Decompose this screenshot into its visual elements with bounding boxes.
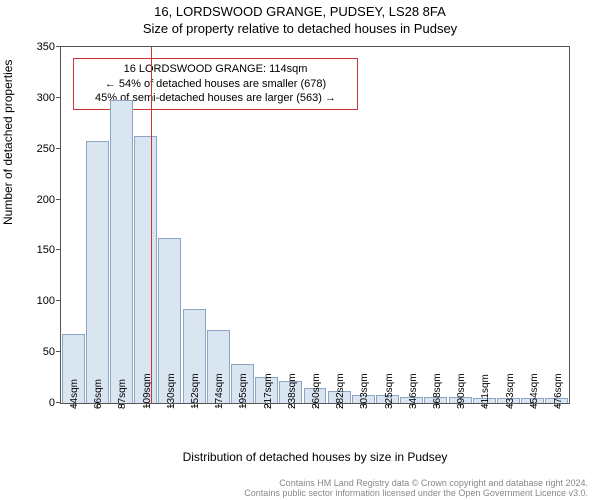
plot-area: 16 LORDSWOOD GRANGE: 114sqm ← 54% of det… <box>60 46 570 404</box>
y-tick-label: 150 <box>37 244 61 256</box>
reference-line <box>151 47 152 403</box>
x-tick-label: 282sqm <box>335 373 346 409</box>
x-tick-label: 66sqm <box>93 379 104 409</box>
y-tick-mark <box>56 148 61 149</box>
chart-title-line1: 16, LORDSWOOD GRANGE, PUDSEY, LS28 8FA <box>0 4 600 19</box>
x-tick-label: 433sqm <box>505 373 516 409</box>
y-tick-mark <box>56 402 61 403</box>
x-tick-label: 346sqm <box>408 373 419 409</box>
y-tick-mark <box>56 97 61 98</box>
bar <box>134 136 157 404</box>
y-tick-mark <box>56 46 61 47</box>
x-tick-label: 390sqm <box>456 373 467 409</box>
x-tick-label: 368sqm <box>432 373 443 409</box>
x-tick-label: 303sqm <box>359 373 370 409</box>
y-tick-label: 50 <box>43 346 61 358</box>
chart-title-line2: Size of property relative to detached ho… <box>0 21 600 36</box>
x-tick-label: 325sqm <box>384 373 395 409</box>
annotation-line1: 16 LORDSWOOD GRANGE: 114sqm <box>80 62 351 77</box>
x-tick-label: 454sqm <box>529 373 540 409</box>
x-axis-label: Distribution of detached houses by size … <box>60 450 570 464</box>
y-tick-label: 250 <box>37 143 61 155</box>
x-tick-label: 152sqm <box>190 373 201 409</box>
x-tick-label: 476sqm <box>553 373 564 409</box>
x-tick-label: 411sqm <box>480 374 491 409</box>
y-tick-mark <box>56 300 61 301</box>
y-axis-label: Number of detached properties <box>1 60 15 225</box>
y-tick-label: 0 <box>49 397 61 409</box>
x-tick-label: 87sqm <box>117 379 128 409</box>
y-tick-mark <box>56 249 61 250</box>
x-tick-label: 174sqm <box>214 373 225 409</box>
x-tick-label: 217sqm <box>263 373 274 409</box>
y-tick-label: 300 <box>37 92 61 104</box>
x-tick-label: 44sqm <box>69 379 80 409</box>
x-tick-label: 195sqm <box>238 373 249 409</box>
annotation-line2: ← 54% of detached houses are smaller (67… <box>80 77 351 92</box>
footer-line1: Contains HM Land Registry data © Crown c… <box>279 478 588 488</box>
bar <box>86 141 109 403</box>
bar <box>110 100 133 403</box>
y-tick-label: 350 <box>37 41 61 53</box>
y-tick-mark <box>56 351 61 352</box>
footer-line2: Contains public sector information licen… <box>244 488 588 498</box>
x-tick-label: 238sqm <box>287 373 298 409</box>
y-tick-label: 200 <box>37 194 61 206</box>
x-tick-label: 260sqm <box>311 373 322 409</box>
y-tick-mark <box>56 199 61 200</box>
x-tick-label: 130sqm <box>166 373 177 409</box>
y-tick-label: 100 <box>37 295 61 307</box>
